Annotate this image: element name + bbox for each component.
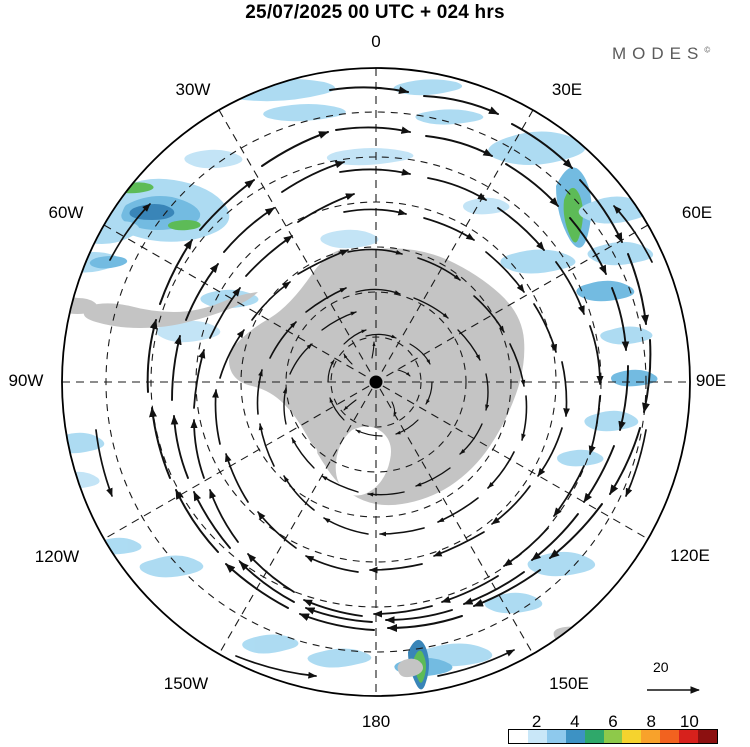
modes-logo: MODES© <box>612 44 710 64</box>
colorbar-tick-6: 6 <box>608 712 618 731</box>
colorbar-tick-8: 8 <box>646 712 656 731</box>
page-title: 25/07/2025 00 UTC + 024 hrs <box>245 2 505 23</box>
colorbar-swatch-10 <box>698 730 717 743</box>
lon-label-90w: 90W <box>8 371 44 390</box>
colorbar-swatch-7 <box>641 730 661 743</box>
map-boundary-circle <box>61 67 691 697</box>
colorbar-swatch-5 <box>603 730 623 743</box>
colorbar-swatch-1 <box>527 730 547 743</box>
lon-label-150w: 150W <box>163 674 209 693</box>
copyright-mark: © <box>704 45 711 55</box>
lon-label-150e: 150E <box>549 674 589 693</box>
wind-scale-arrow-icon <box>647 686 700 694</box>
colorbar-tick-2: 2 <box>531 712 542 731</box>
south-pole-marker <box>369 375 383 389</box>
colorbar-swatch-2 <box>546 730 566 743</box>
colorbar-swatch-8 <box>660 730 680 743</box>
colorbar-swatch-4 <box>584 730 604 743</box>
lon-label-60e: 60E <box>681 203 713 222</box>
colorbar-swatch-3 <box>565 730 585 743</box>
colorbar-strip <box>508 729 718 744</box>
wind-vectors <box>95 86 653 679</box>
colorbar-swatch-9 <box>679 730 699 743</box>
lon-label-180: 180 <box>361 712 391 731</box>
lon-label-0: 0 <box>371 32 381 51</box>
colorbar: 2 4 6 8 10 <box>508 712 718 745</box>
lon-label-120w: 120W <box>34 547 80 566</box>
lon-label-60w: 60W <box>48 203 84 222</box>
precip-shading <box>62 68 658 690</box>
colorbar-tick-labels: 2 4 6 8 10 <box>508 712 718 731</box>
modes-logo-text: MODES <box>612 44 705 63</box>
lon-label-120e: 120E <box>670 546 710 565</box>
lon-label-30w: 30W <box>175 80 211 99</box>
lon-label-30e: 30E <box>551 80 583 99</box>
lon-label-90e: 90E <box>695 371 727 390</box>
colorbar-swatch-6 <box>622 730 642 743</box>
colorbar-tick-10: 10 <box>679 712 699 731</box>
wind-scale-value: 20 <box>653 659 669 675</box>
wind-scale-legend: 20 <box>645 659 725 701</box>
colorbar-tick-4: 4 <box>570 712 580 731</box>
colorbar-swatch-0 <box>509 730 528 743</box>
